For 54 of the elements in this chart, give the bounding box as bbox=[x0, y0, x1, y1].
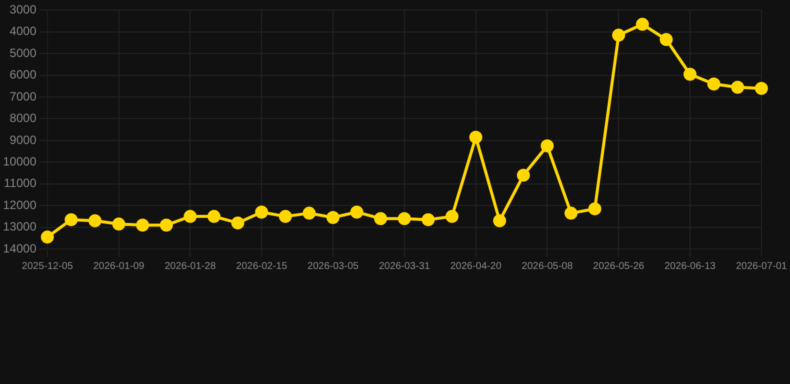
point bbox=[326, 211, 340, 224]
y-tick-label: 12000 bbox=[2, 198, 37, 212]
point bbox=[64, 213, 78, 226]
y-tick-label: 14000 bbox=[2, 241, 37, 256]
x-tick-label: 2026-01-09 bbox=[93, 260, 145, 272]
y-tick-label: 9000 bbox=[10, 132, 37, 147]
point bbox=[754, 82, 768, 95]
point bbox=[540, 139, 554, 152]
x-tick-label: 2026-04-20 bbox=[450, 260, 502, 272]
y-tick-label: 7000 bbox=[10, 89, 37, 104]
x-tick-label: 2026-06-13 bbox=[664, 260, 716, 272]
y-tick-label: 6000 bbox=[10, 68, 37, 82]
point bbox=[707, 78, 720, 91]
point bbox=[469, 130, 482, 144]
y-tick-label: 5000 bbox=[10, 46, 37, 60]
point bbox=[255, 206, 268, 219]
point bbox=[660, 33, 673, 46]
x-tick-label: 2025-12-05 bbox=[22, 260, 74, 272]
x-tick-label: 2026-02-15 bbox=[236, 260, 288, 272]
x-tick-label: 2026-03-31 bbox=[378, 260, 430, 272]
point bbox=[516, 168, 530, 182]
x-tick-label: 2026-07-01 bbox=[736, 260, 788, 272]
x-tick-label: 2026-01-28 bbox=[164, 260, 216, 272]
y-tick-label: 10000 bbox=[2, 154, 37, 168]
x-tick-label: 2026-03-05 bbox=[307, 260, 360, 272]
point bbox=[207, 210, 220, 223]
x-tick-label: 2026-05-08 bbox=[522, 260, 574, 272]
point bbox=[636, 18, 649, 31]
point bbox=[493, 214, 506, 228]
point bbox=[40, 230, 54, 244]
point bbox=[731, 80, 744, 94]
point bbox=[350, 206, 364, 219]
point bbox=[160, 218, 173, 232]
x-tick-label: 2026-05-26 bbox=[593, 260, 645, 272]
point bbox=[564, 206, 578, 220]
point bbox=[588, 202, 602, 216]
y-tick-label: 4000 bbox=[10, 24, 37, 38]
point bbox=[446, 210, 458, 223]
point bbox=[184, 210, 197, 223]
point bbox=[302, 206, 316, 220]
point bbox=[612, 28, 626, 42]
point bbox=[112, 218, 126, 231]
point bbox=[398, 212, 411, 226]
point bbox=[278, 210, 292, 223]
point bbox=[136, 218, 150, 232]
point bbox=[422, 213, 435, 226]
y-tick-label: 8000 bbox=[10, 111, 37, 126]
point bbox=[374, 212, 388, 226]
point bbox=[231, 216, 244, 230]
y-tick-label: 3000 bbox=[10, 2, 37, 17]
point bbox=[684, 68, 697, 81]
point bbox=[88, 214, 102, 228]
y-tick-label: 11000 bbox=[4, 176, 37, 190]
y-tick-label: 13000 bbox=[2, 220, 37, 234]
